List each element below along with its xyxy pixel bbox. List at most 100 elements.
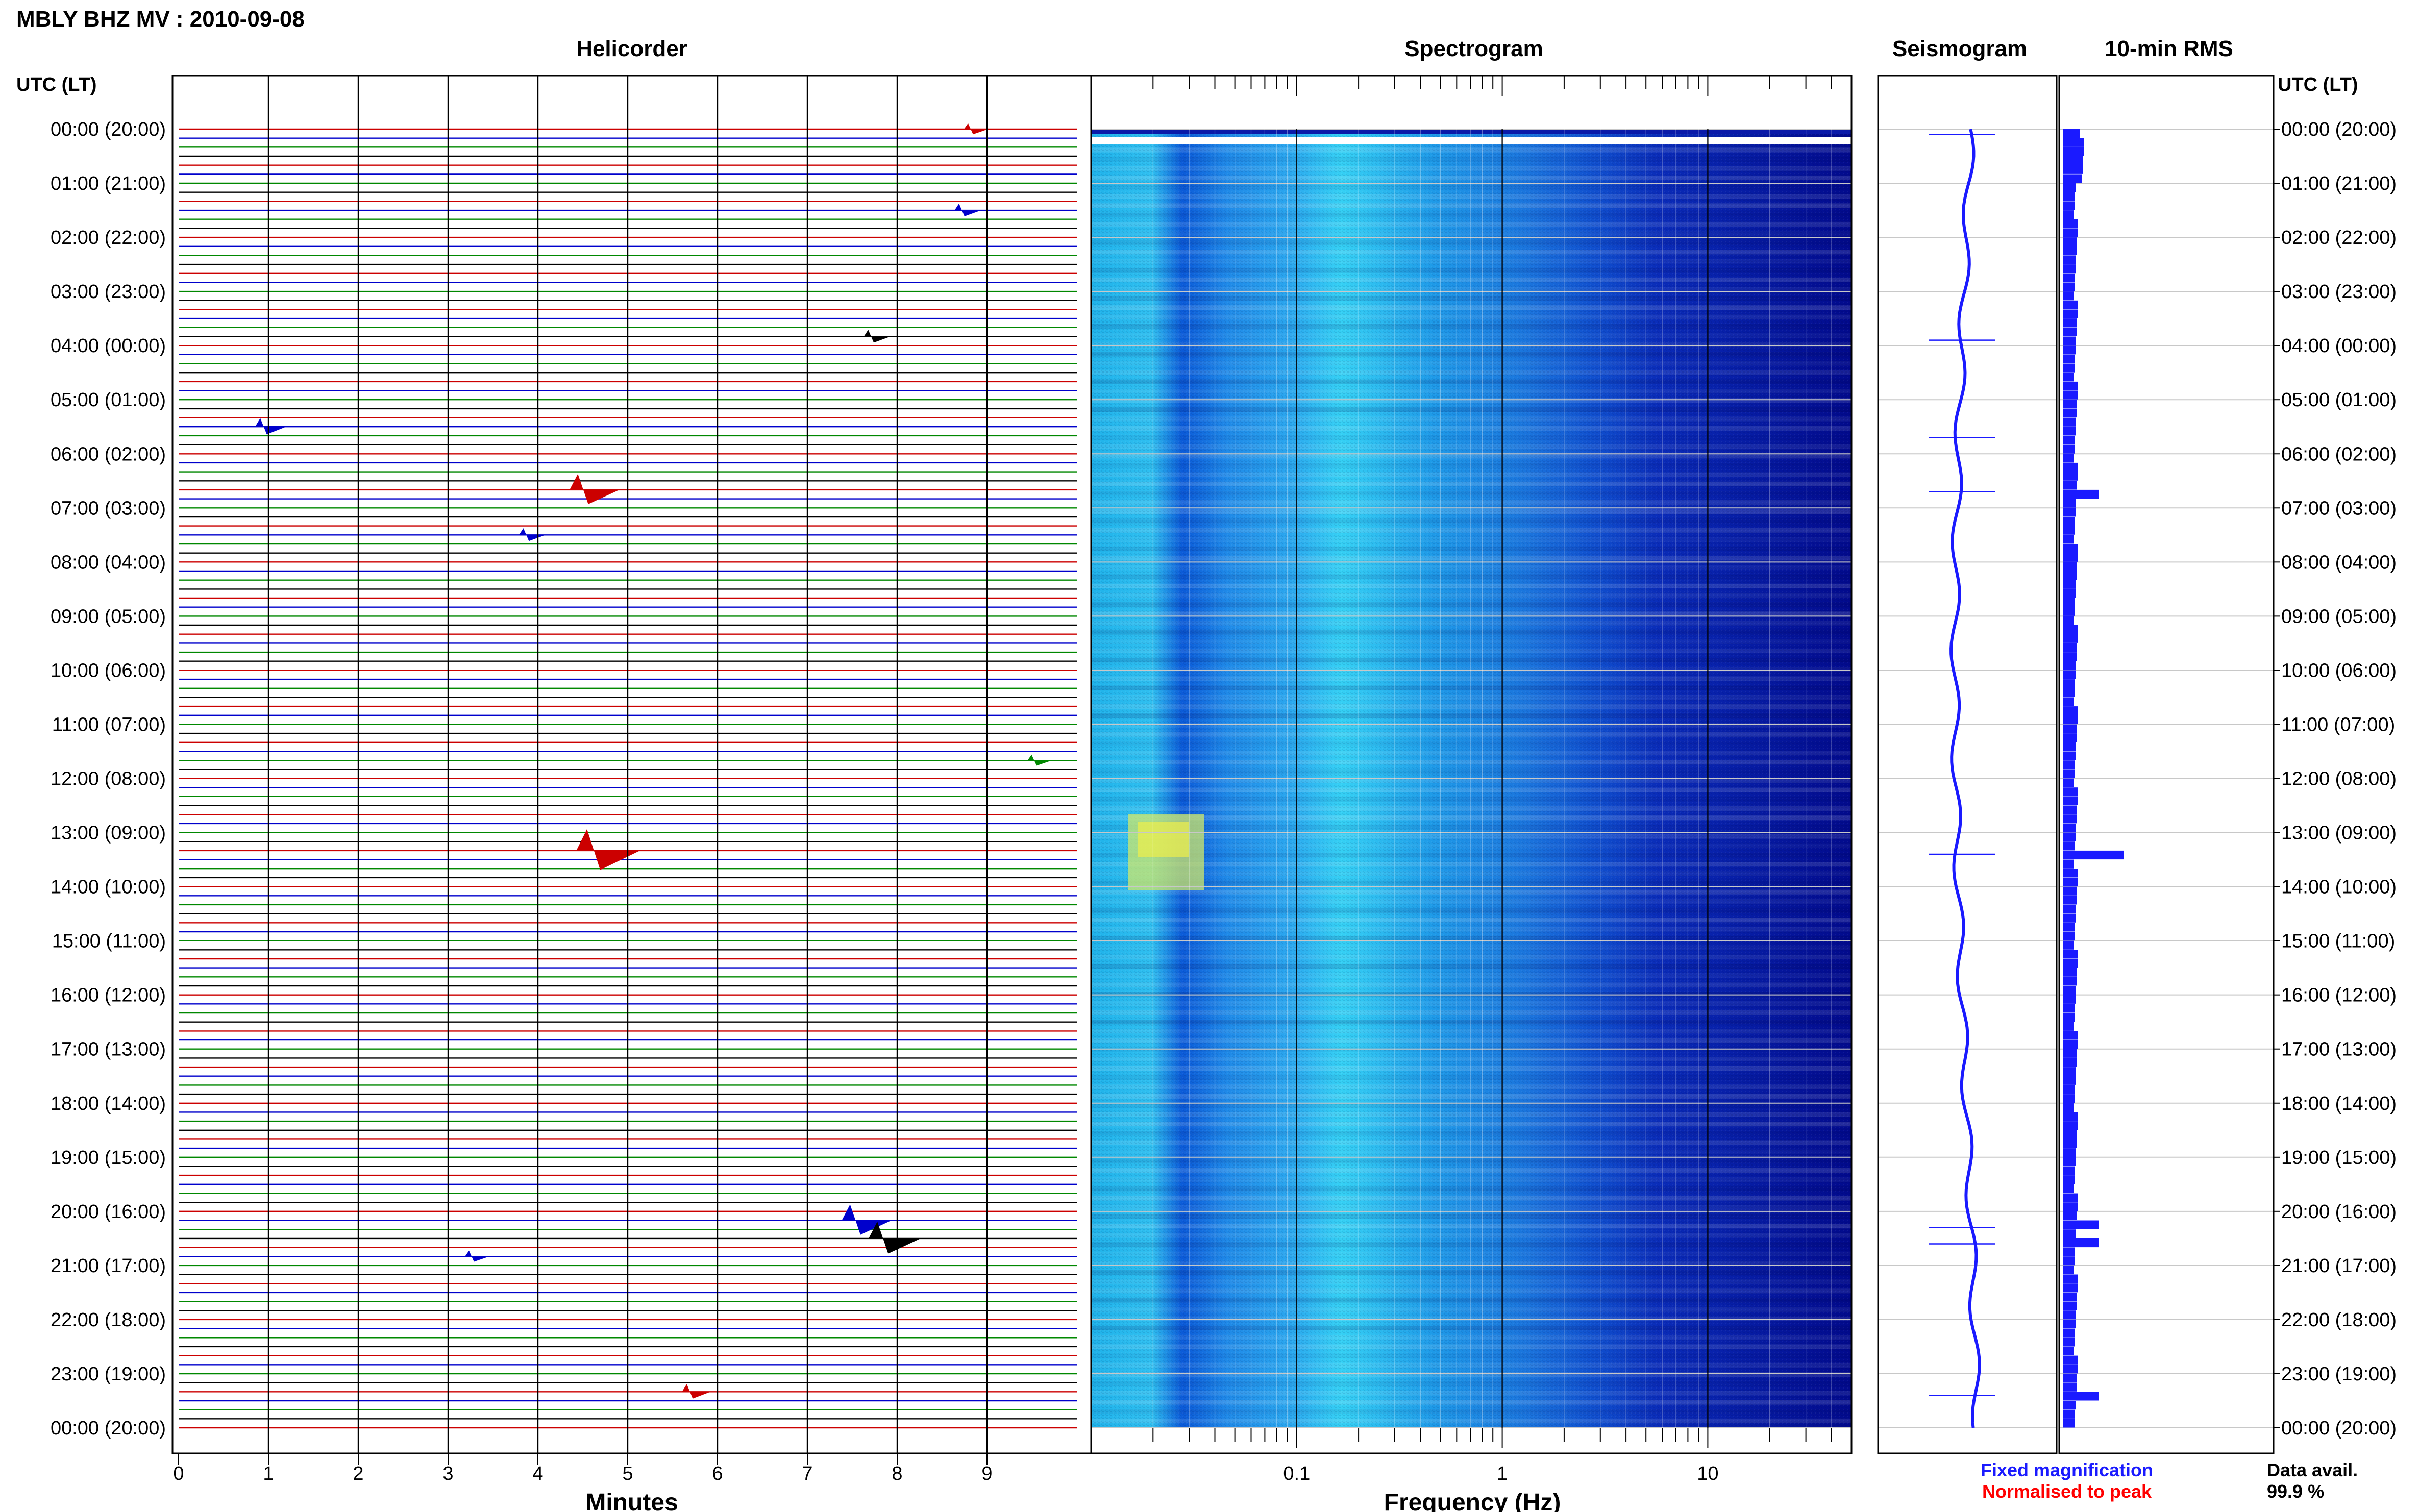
- rms-bar: [2063, 1401, 2076, 1410]
- rms-bar: [2063, 832, 2076, 841]
- time-tick-label-right: 18:00 (14:00): [2281, 1093, 2397, 1114]
- rms-bar: [2063, 769, 2075, 778]
- rms-bar: [2063, 282, 2075, 291]
- time-tick-label-right: 04:00 (00:00): [2281, 335, 2397, 357]
- helicorder-event: [255, 418, 286, 435]
- rms-bar: [2063, 237, 2077, 246]
- rms-bar: [2063, 950, 2078, 959]
- time-tick-label-right: 12:00 (08:00): [2281, 769, 2397, 790]
- rms-title: 10-min RMS: [2105, 36, 2233, 61]
- rms-bar: [2063, 273, 2075, 282]
- rms-bar: [2063, 147, 2084, 156]
- rms-bar: [2063, 706, 2078, 715]
- rms-bar: [2063, 1040, 2078, 1049]
- time-tick-label-right: 09:00 (05:00): [2281, 606, 2397, 627]
- time-tick-label-left: 20:00 (16:00): [51, 1201, 166, 1223]
- rms-bar: [2063, 1130, 2077, 1139]
- time-tick-label-left: 22:00 (18:00): [51, 1309, 166, 1331]
- rms-bar: [2063, 589, 2076, 598]
- helicorder-event: [576, 829, 640, 870]
- rms-bar: [2063, 264, 2076, 274]
- rms-bar: [2063, 174, 2082, 183]
- rms-bar: [2063, 607, 2075, 616]
- rms-bar: [2063, 1265, 2074, 1275]
- time-tick-label-left: 08:00 (04:00): [51, 552, 166, 573]
- rms-bar: [2063, 869, 2078, 878]
- rms-bar: [2063, 327, 2077, 336]
- rms-bar: [2063, 923, 2075, 932]
- rms-bar: [2063, 1013, 2075, 1022]
- rms-bar: [2063, 1067, 2076, 1076]
- spectrogram-xlabel: Frequency (Hz): [1384, 1489, 1561, 1512]
- grid-lines: [267, 76, 2274, 1453]
- rms-bar: [2063, 1202, 2078, 1211]
- rms-bar: [2063, 1301, 2077, 1310]
- rms-bar: [2063, 354, 2075, 363]
- rms-bar: [2063, 724, 2077, 733]
- minute-ticks: 0 1 2 3 4 5 6 7 8 9: [173, 1453, 993, 1484]
- rms-bar: [2063, 814, 2077, 824]
- rms-bar: [2063, 688, 2075, 697]
- rms-bar: [2063, 544, 2078, 553]
- time-tick-label-left: 09:00 (05:00): [51, 606, 166, 627]
- rms-bar: [2063, 1121, 2078, 1130]
- seismogram-trace: [1929, 129, 1995, 1428]
- time-tick-label-left: 14:00 (10:00): [51, 877, 166, 898]
- rms-bar: [2063, 733, 2077, 742]
- helicorder-event: [1027, 754, 1052, 766]
- rms-bar: [2063, 408, 2077, 418]
- time-tick-label-left: 12:00 (08:00): [51, 769, 166, 790]
- frequency-tick-label: 0.1: [1283, 1463, 1310, 1484]
- time-tick-label-right: 21:00 (17:00): [2281, 1255, 2397, 1277]
- rms-bar: [2063, 1085, 2075, 1094]
- rms-bar: [2063, 896, 2077, 905]
- rms-bar: [2063, 1229, 2076, 1238]
- minute-tick-label: 2: [353, 1463, 363, 1484]
- rms-bar: [2063, 1283, 2078, 1293]
- rms-bar: [2063, 1103, 2074, 1112]
- rms-bar: [2063, 1256, 2075, 1266]
- time-tick-label-right: 13:00 (09:00): [2281, 823, 2397, 844]
- rms-bar: [2063, 1319, 2076, 1329]
- helicorder-event: [570, 474, 620, 504]
- time-tick-label-right: 07:00 (03:00): [2281, 498, 2397, 519]
- rms-bar: [2063, 796, 2078, 805]
- rms-bar: [2063, 850, 2124, 860]
- rms-bar: [2063, 940, 2074, 950]
- rms-bar: [2063, 697, 2074, 706]
- time-tick-label-right: 06:00 (02:00): [2281, 443, 2397, 465]
- rms-bar: [2063, 661, 2076, 670]
- rms-bar: [2063, 390, 2078, 400]
- rms-bar: [2063, 508, 2076, 517]
- helicorder-title: Helicorder: [576, 36, 687, 61]
- seismogram-line: [1949, 129, 1981, 1428]
- right-time-ticks: 00:00 (20:00) 01:00 (21:00) 02:00 (22:00) 0…: [2274, 119, 2397, 1439]
- rms-bar: [2063, 715, 2078, 724]
- rms-bar: [2063, 598, 2075, 607]
- time-tick-label-right: 00:00 (20:00): [2281, 119, 2397, 140]
- rms-bar: [2063, 300, 2078, 309]
- rms-bar: [2063, 1031, 2078, 1040]
- seismogram-frame: [1877, 75, 2058, 1454]
- time-tick-label-right: 14:00 (10:00): [2281, 877, 2397, 898]
- rms-bar: [2063, 760, 2075, 770]
- time-tick-label-left: 18:00 (14:00): [51, 1093, 166, 1114]
- rms-bar: [2063, 427, 2076, 436]
- rms-bar: [2063, 472, 2078, 481]
- rms-bar: [2063, 1139, 2077, 1148]
- rms-bar: [2063, 381, 2078, 391]
- right-time-axis-label: UTC (LT): [2278, 74, 2358, 95]
- spectrogram-frame: [1090, 75, 1853, 1454]
- time-tick-label-left: 13:00 (09:00): [51, 823, 166, 844]
- helicorder-event: [465, 1250, 489, 1262]
- rms-bar: [2063, 670, 2076, 679]
- time-tick-label-right: 20:00 (16:00): [2281, 1201, 2397, 1223]
- rms-bar: [2063, 1184, 2074, 1193]
- rms-bar: [2063, 571, 2077, 580]
- rms-bar: [2063, 255, 2076, 264]
- helicorder-event: [842, 1204, 892, 1235]
- minute-tick-label: 0: [173, 1463, 184, 1484]
- rms-bar: [2063, 778, 2074, 787]
- rms-bar: [2063, 877, 2078, 887]
